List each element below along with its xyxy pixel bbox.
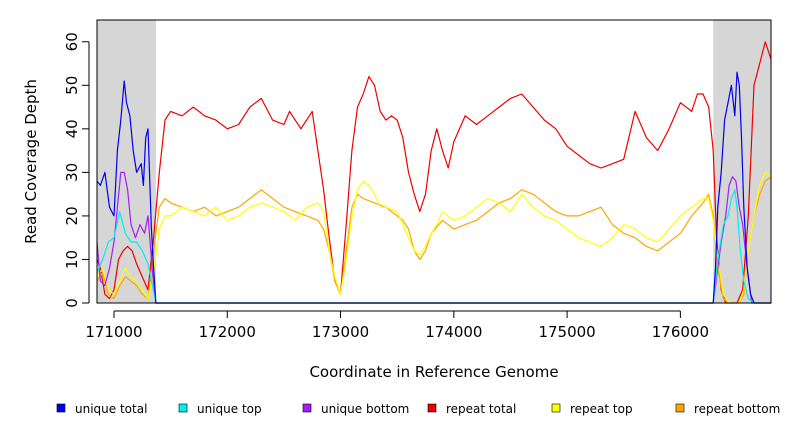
legend-item-unique-top: unique top [178,402,262,416]
series-line-repeat-total [96,41,772,304]
legend: unique total unique top unique bottom repea… [56,402,780,416]
series-line-unique-total [96,71,771,304]
shaded-regions [97,20,771,303]
y-axis-label: Read Coverage Depth [22,79,40,244]
y-tick-label: 30 [63,163,81,182]
legend-label: repeat bottom [694,402,780,416]
series-line-unique-bottom [96,171,771,304]
legend-label: repeat total [446,402,516,416]
x-tick-label: 172000 [199,323,256,341]
legend-label: repeat top [570,402,633,416]
x-tick-label: 173000 [312,323,369,341]
y-tick-label: 0 [63,298,81,308]
y-tick-label: 60 [63,32,81,51]
x-tick-label: 176000 [652,323,709,341]
legend-item-repeat-total: repeat total [427,402,516,416]
y-tick-label: 20 [63,206,81,225]
legend-item-unique-bottom: unique bottom [302,402,409,416]
legend-item-repeat-top: repeat top [551,402,633,416]
x-tick-label: 174000 [425,323,482,341]
series-lines [96,41,772,304]
series-line-repeat-top [96,171,772,304]
x-tick-label: 175000 [538,323,595,341]
legend-label: unique top [197,402,262,416]
legend-label: unique total [75,402,147,416]
legend-swatch [427,403,437,413]
legend-swatch [178,403,188,413]
legend-swatch [302,403,312,413]
y-tick-label: 40 [63,119,81,138]
y-tick-label: 10 [63,250,81,269]
legend-label: unique bottom [321,402,409,416]
series-line-unique-top [96,189,771,304]
legend-swatch [675,403,685,413]
legend-swatch [56,403,66,413]
legend-item-unique-total: unique total [56,402,147,416]
axes: 171000 172000 173000 174000 175000 176000 0 10 2… [63,32,709,341]
x-axis-label: Coordinate in Reference Genome [309,363,558,381]
legend-item-repeat-bottom: repeat bottom [675,402,780,416]
shaded-region-1 [97,20,156,303]
x-tick-label: 171000 [85,323,142,341]
legend-swatch [551,403,561,413]
y-tick-label: 50 [63,76,81,95]
series-line-repeat-bottom [96,176,772,304]
plot-frame [96,19,772,304]
